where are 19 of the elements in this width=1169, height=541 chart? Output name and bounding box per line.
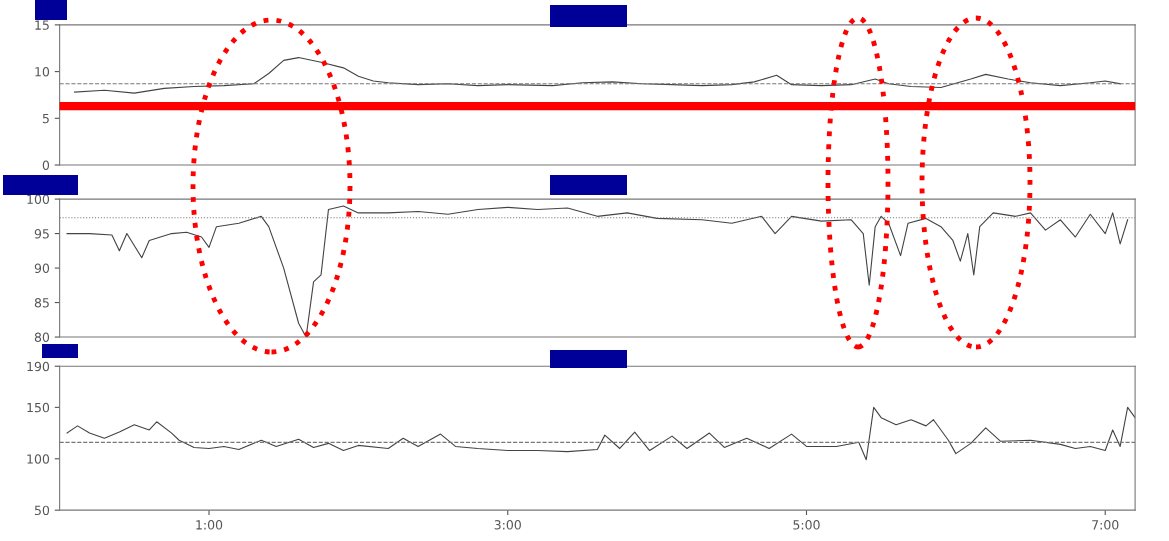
y-tick-label: 95: [34, 229, 49, 239]
y-tick-label: 10: [35, 67, 50, 77]
y-tick-label: 85: [34, 298, 49, 308]
y-tick-label: 50: [34, 505, 50, 516]
y-tick-label: 100: [27, 454, 50, 464]
y-tick-label: 15: [35, 20, 49, 30]
y-tick-label: 90: [34, 263, 50, 273]
x-tick-label: 5:00: [793, 520, 820, 530]
y-tick-label: 5: [42, 113, 49, 124]
y-tick-label: 150: [27, 402, 50, 413]
line-series: [74, 57, 1121, 94]
y-tick-label: 100: [27, 194, 50, 205]
x-tick-label: 3:00: [494, 520, 521, 530]
y-tick-label: 80: [34, 332, 50, 342]
y-tick-label: 0: [42, 160, 50, 170]
y-tick-label: 190: [27, 361, 50, 372]
x-tick-label: 1:00: [196, 520, 223, 530]
line-series: [66, 406, 1136, 461]
x-tick-label: 7:00: [1092, 520, 1119, 530]
